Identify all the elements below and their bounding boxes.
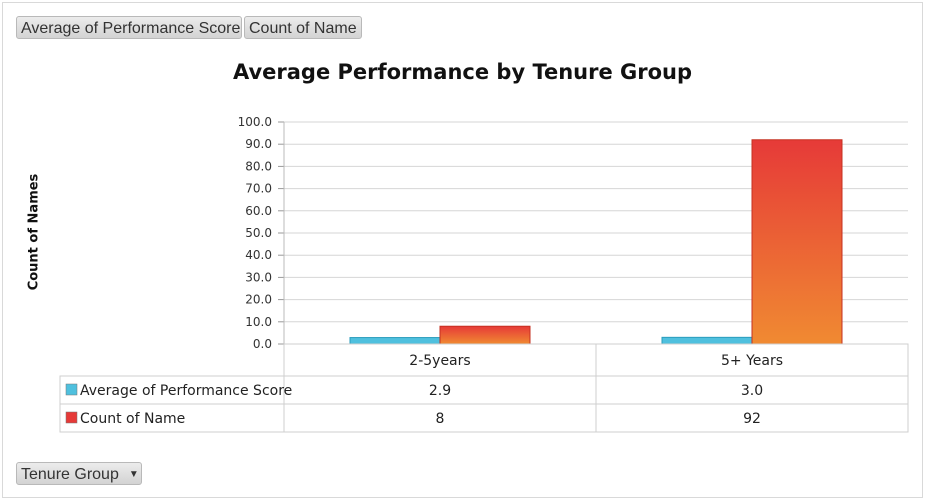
- legend-key-count: [65, 411, 78, 424]
- bar-count: [439, 325, 531, 345]
- category-label: 5+ Years: [721, 353, 783, 369]
- value-field-button-performance[interactable]: Average of Performance Score: [16, 16, 242, 39]
- bar-count: [751, 139, 843, 345]
- y-tick-label: 30.0: [245, 270, 272, 284]
- y-tick-label: 50.0: [245, 226, 272, 240]
- y-tick-label: 10.0: [245, 315, 272, 329]
- series-name-label: Average of Performance Score: [80, 383, 292, 399]
- y-tick-label: 40.0: [245, 248, 272, 262]
- data-value-label: 3.0: [741, 383, 763, 399]
- y-tick-label: 70.0: [245, 182, 272, 196]
- category-label: 2-5years: [409, 353, 470, 369]
- data-value-label: 92: [743, 411, 761, 427]
- chevron-down-icon[interactable]: ▼: [128, 469, 139, 481]
- y-tick-label: 90.0: [245, 137, 272, 151]
- data-value-label: 8: [436, 411, 445, 427]
- y-tick-label: 0.0: [253, 337, 272, 351]
- value-field-button-count[interactable]: Count of Name: [244, 16, 362, 39]
- y-tick-label: 100.0: [238, 115, 272, 129]
- series-name-label: Count of Name: [80, 411, 185, 427]
- y-tick-label: 60.0: [245, 204, 272, 218]
- y-tick-label: 20.0: [245, 293, 272, 307]
- axis-field-button-tenure-group[interactable]: Tenure Group ▼: [16, 462, 142, 485]
- chart-title: Average Performance by Tenure Group: [232, 60, 693, 84]
- axis-field-label: Tenure Group: [21, 466, 119, 483]
- data-value-label: 2.9: [429, 383, 451, 399]
- legend-key-performance: [65, 383, 78, 396]
- y-tick-label: 80.0: [245, 159, 272, 173]
- bar-performance: [661, 336, 753, 345]
- bar-performance: [349, 337, 441, 345]
